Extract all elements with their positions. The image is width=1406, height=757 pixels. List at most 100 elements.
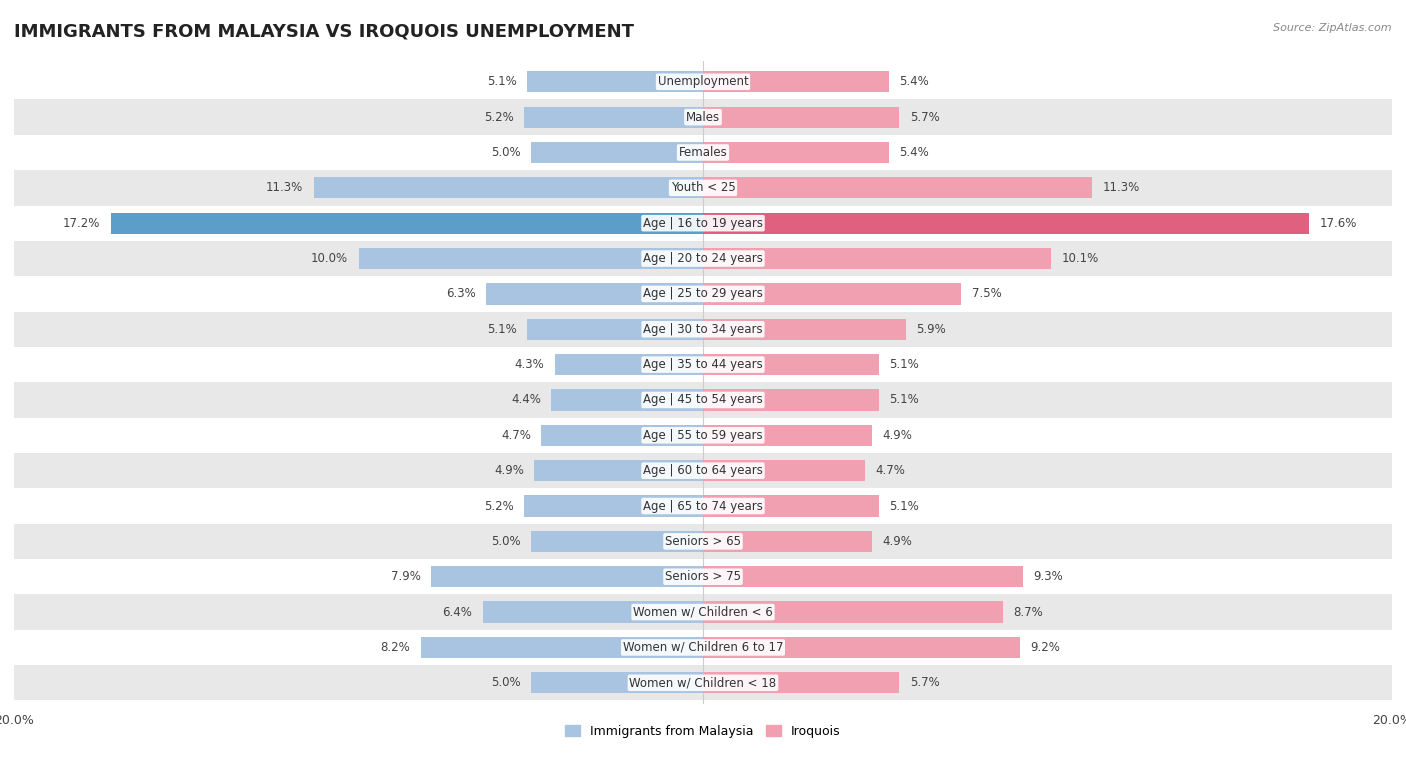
Text: 4.3%: 4.3% [515, 358, 544, 371]
Bar [703, 531, 872, 552]
Bar [703, 637, 1019, 658]
Text: 5.0%: 5.0% [491, 146, 520, 159]
Text: Women w/ Children < 6: Women w/ Children < 6 [633, 606, 773, 618]
Bar [14, 488, 1392, 524]
Text: Age | 45 to 54 years: Age | 45 to 54 years [643, 394, 763, 407]
Bar [531, 142, 703, 163]
Bar [531, 531, 703, 552]
Bar [703, 354, 879, 375]
Text: Unemployment: Unemployment [658, 75, 748, 89]
Bar [703, 460, 865, 481]
Bar [14, 347, 1392, 382]
Text: 11.3%: 11.3% [266, 182, 304, 195]
Bar [14, 205, 1392, 241]
Bar [703, 283, 962, 304]
Text: 5.1%: 5.1% [889, 500, 918, 512]
Text: 9.2%: 9.2% [1031, 641, 1060, 654]
Bar [486, 283, 703, 304]
Bar [14, 453, 1392, 488]
Bar [14, 312, 1392, 347]
Bar [541, 425, 703, 446]
Text: 5.1%: 5.1% [889, 394, 918, 407]
Bar [14, 64, 1392, 99]
Bar [14, 418, 1392, 453]
Bar [555, 354, 703, 375]
Bar [14, 99, 1392, 135]
Text: Age | 16 to 19 years: Age | 16 to 19 years [643, 217, 763, 229]
Text: 4.7%: 4.7% [875, 464, 905, 477]
Text: 5.4%: 5.4% [900, 75, 929, 89]
Text: Age | 20 to 24 years: Age | 20 to 24 years [643, 252, 763, 265]
Text: Age | 35 to 44 years: Age | 35 to 44 years [643, 358, 763, 371]
Text: Women w/ Children < 18: Women w/ Children < 18 [630, 676, 776, 690]
Text: 8.7%: 8.7% [1012, 606, 1043, 618]
Text: 4.9%: 4.9% [882, 428, 912, 442]
Text: Age | 60 to 64 years: Age | 60 to 64 years [643, 464, 763, 477]
Text: 5.2%: 5.2% [484, 500, 513, 512]
Bar [482, 602, 703, 623]
Text: Age | 25 to 29 years: Age | 25 to 29 years [643, 288, 763, 301]
Bar [14, 630, 1392, 665]
Bar [359, 248, 703, 269]
Text: Age | 65 to 74 years: Age | 65 to 74 years [643, 500, 763, 512]
Text: Age | 55 to 59 years: Age | 55 to 59 years [643, 428, 763, 442]
Bar [703, 495, 879, 516]
Bar [703, 248, 1050, 269]
Bar [703, 177, 1092, 198]
Text: 11.3%: 11.3% [1102, 182, 1140, 195]
Bar [14, 594, 1392, 630]
Text: 5.4%: 5.4% [900, 146, 929, 159]
Text: Women w/ Children 6 to 17: Women w/ Children 6 to 17 [623, 641, 783, 654]
Text: 17.2%: 17.2% [63, 217, 100, 229]
Bar [551, 389, 703, 410]
Text: 5.1%: 5.1% [889, 358, 918, 371]
Bar [703, 107, 900, 128]
Text: 5.1%: 5.1% [488, 322, 517, 336]
Bar [111, 213, 703, 234]
Text: Seniors > 75: Seniors > 75 [665, 570, 741, 583]
Text: Source: ZipAtlas.com: Source: ZipAtlas.com [1274, 23, 1392, 33]
Text: 10.1%: 10.1% [1062, 252, 1098, 265]
Legend: Immigrants from Malaysia, Iroquois: Immigrants from Malaysia, Iroquois [560, 720, 846, 743]
Text: 5.0%: 5.0% [491, 535, 520, 548]
Text: IMMIGRANTS FROM MALAYSIA VS IROQUOIS UNEMPLOYMENT: IMMIGRANTS FROM MALAYSIA VS IROQUOIS UNE… [14, 23, 634, 41]
Text: 10.0%: 10.0% [311, 252, 349, 265]
Bar [14, 382, 1392, 418]
Text: 7.5%: 7.5% [972, 288, 1001, 301]
Text: 5.7%: 5.7% [910, 111, 939, 123]
Bar [430, 566, 703, 587]
Bar [534, 460, 703, 481]
Bar [524, 107, 703, 128]
Text: Males: Males [686, 111, 720, 123]
Text: 4.9%: 4.9% [882, 535, 912, 548]
Text: 8.2%: 8.2% [381, 641, 411, 654]
Bar [703, 71, 889, 92]
Bar [524, 495, 703, 516]
Text: 4.7%: 4.7% [501, 428, 531, 442]
Text: Youth < 25: Youth < 25 [671, 182, 735, 195]
Bar [14, 135, 1392, 170]
Bar [14, 559, 1392, 594]
Bar [420, 637, 703, 658]
Bar [14, 276, 1392, 312]
Bar [703, 672, 900, 693]
Text: 6.4%: 6.4% [443, 606, 472, 618]
Bar [527, 71, 703, 92]
Text: Age | 30 to 34 years: Age | 30 to 34 years [643, 322, 763, 336]
Bar [14, 170, 1392, 205]
Text: Females: Females [679, 146, 727, 159]
Bar [314, 177, 703, 198]
Bar [703, 213, 1309, 234]
Bar [703, 142, 889, 163]
Text: 5.7%: 5.7% [910, 676, 939, 690]
Bar [703, 602, 1002, 623]
Text: 5.0%: 5.0% [491, 676, 520, 690]
Bar [14, 665, 1392, 700]
Text: 6.3%: 6.3% [446, 288, 475, 301]
Text: 17.6%: 17.6% [1320, 217, 1357, 229]
Text: 5.2%: 5.2% [484, 111, 513, 123]
Bar [531, 672, 703, 693]
Text: 4.9%: 4.9% [494, 464, 524, 477]
Text: 5.9%: 5.9% [917, 322, 946, 336]
Bar [703, 389, 879, 410]
